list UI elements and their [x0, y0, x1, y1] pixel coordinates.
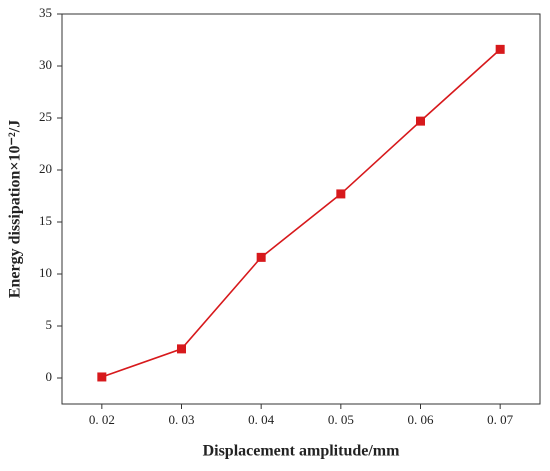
plot-frame	[61, 13, 541, 405]
y-tick-label: 35	[39, 5, 52, 20]
x-tick-label: 0. 06	[408, 412, 435, 427]
x-tick-label: 0. 05	[328, 412, 354, 427]
y-tick-label: 20	[39, 161, 52, 176]
x-tick-label: 0. 07	[487, 412, 514, 427]
y-axis-title: Energy dissipation×10⁻²/J	[7, 120, 24, 298]
y-tick-label: 10	[39, 265, 52, 280]
x-tick-label: 0. 03	[169, 412, 195, 427]
marker	[336, 189, 346, 199]
marker	[495, 44, 505, 54]
x-tick-label: 0. 02	[89, 412, 115, 427]
y-tick-label: 25	[39, 109, 52, 124]
y-tick-label: 15	[39, 213, 52, 228]
y-tick-label: 0	[46, 369, 53, 384]
y-tick-label: 30	[39, 57, 52, 72]
y-tick-label: 5	[46, 317, 53, 332]
marker	[97, 372, 107, 382]
marker	[177, 344, 186, 354]
marker	[256, 252, 266, 262]
x-axis-title: Displacement amplitude/mm	[203, 443, 401, 460]
marker	[416, 116, 425, 126]
data-line	[101, 48, 501, 378]
x-tick-label: 0. 04	[248, 412, 275, 427]
